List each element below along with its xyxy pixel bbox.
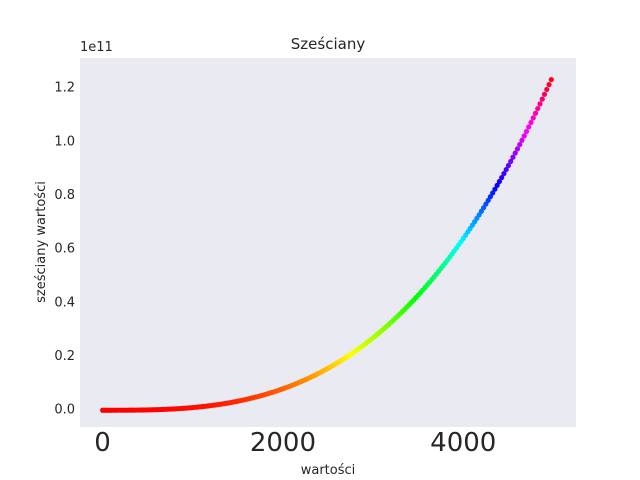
data-point (505, 162, 512, 169)
x-tick-label: 4000 (430, 428, 496, 458)
data-point (523, 128, 530, 135)
data-point (514, 146, 521, 152)
data-point (521, 133, 527, 139)
data-point (496, 178, 503, 185)
data-point (541, 91, 548, 97)
y-tick-label: 0.4 (54, 295, 75, 310)
data-point (494, 182, 500, 188)
data-point (539, 96, 545, 102)
data-point (548, 76, 554, 83)
data-point (537, 101, 543, 107)
data-point (487, 194, 494, 200)
data-point (535, 105, 541, 112)
data-point (492, 186, 498, 192)
x-axis-ticks: 0 2000 4000 (94, 428, 496, 458)
y-axis-label: sześciany wartości (34, 181, 49, 303)
data-point (490, 190, 496, 196)
y-tick-label: 0.2 (54, 349, 75, 364)
data-point (544, 86, 550, 93)
y-tick-label: 1.2 (54, 81, 75, 96)
data-point (519, 137, 525, 143)
y-axis-offset-label: 1e11 (80, 40, 113, 55)
chart-title: Sześciany (291, 35, 366, 53)
y-tick-label: 1.0 (54, 134, 75, 149)
data-point (532, 110, 539, 116)
plot-area (80, 58, 576, 427)
data-point (530, 115, 536, 121)
data-point (546, 81, 552, 88)
data-point (499, 174, 505, 181)
data-point (510, 154, 516, 160)
data-point (503, 166, 509, 173)
data-point (501, 170, 507, 177)
y-tick-label: 0.6 (54, 242, 75, 257)
data-point (508, 158, 514, 165)
x-tick-label: 0 (94, 428, 111, 458)
x-tick-label: 2000 (250, 428, 316, 458)
y-axis-ticks: 0.0 0.2 0.4 0.6 0.8 1.0 1.2 (54, 81, 75, 418)
data-point (512, 150, 518, 156)
data-point (517, 141, 523, 148)
data-point (528, 119, 534, 126)
x-axis-label: wartości (301, 463, 356, 478)
y-tick-label: 0.0 (54, 403, 75, 418)
y-tick-label: 0.8 (54, 188, 75, 203)
data-marks (100, 76, 554, 413)
data-point (526, 124, 532, 130)
